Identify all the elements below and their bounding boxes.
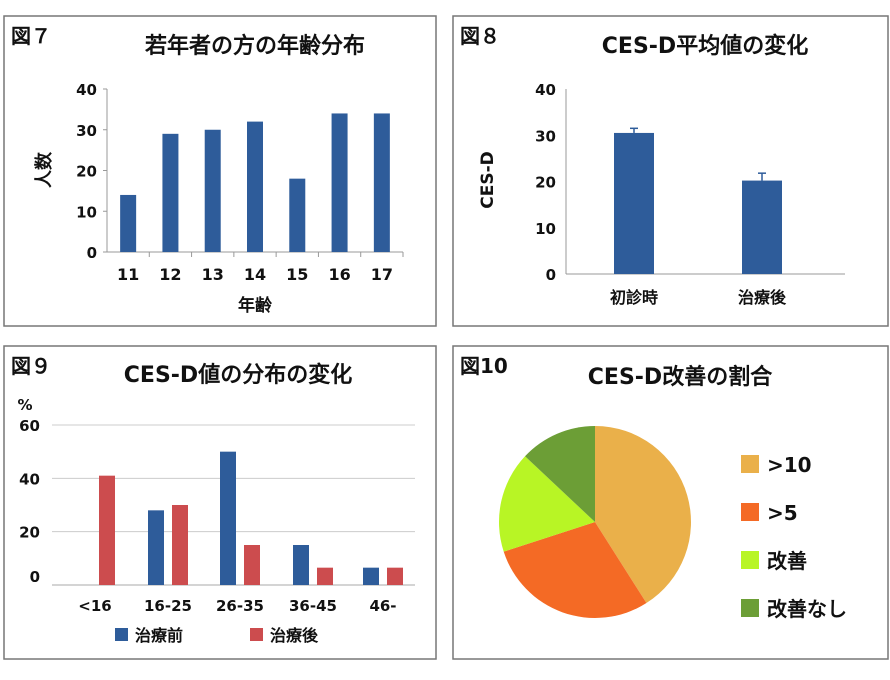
chart-panel-1: 図７ 若年者の方の年齢分布 0 10 20 30 40 11 12 13 14 15 16 17 年齢 人数 <box>3 15 437 327</box>
y-tick-label: 40 <box>535 81 556 99</box>
x-tick-label: 26-35 <box>216 597 264 615</box>
legend-label: 治療後 <box>270 626 319 645</box>
legend-swatch <box>741 551 759 569</box>
x-tick-label: 11 <box>117 265 139 284</box>
bar <box>247 121 263 252</box>
y-tick-label: 40 <box>19 470 40 488</box>
y-tick-label: 0 <box>30 568 40 586</box>
bar <box>742 180 782 274</box>
y-tick-label: 20 <box>76 163 97 181</box>
bar <box>331 113 348 252</box>
bar-after <box>172 505 188 585</box>
y-axis-label: % <box>17 396 32 414</box>
bar <box>204 129 221 252</box>
bar-before <box>148 510 164 585</box>
x-tick-label: 17 <box>371 265 393 284</box>
legend-swatch <box>115 628 128 641</box>
x-tick-label: 12 <box>159 265 181 284</box>
x-tick-label: 16 <box>328 265 350 284</box>
pie-slice <box>499 456 595 552</box>
bar-after <box>387 567 403 585</box>
legend-swatch <box>741 599 759 617</box>
bar-before <box>220 451 236 585</box>
figure-label: 図８ <box>460 24 500 48</box>
legend-swatch <box>741 455 759 473</box>
y-tick-label: 20 <box>535 174 556 192</box>
x-tick-label: 15 <box>286 265 308 284</box>
y-tick-label: 30 <box>76 122 97 140</box>
x-tick-label: 13 <box>202 265 224 284</box>
y-tick-label: 20 <box>19 524 40 542</box>
legend-label: 治療前 <box>135 626 183 645</box>
x-tick-label: 14 <box>244 265 266 284</box>
x-tick-label: <16 <box>78 597 111 615</box>
legend-label: >10 <box>767 453 812 477</box>
chart-title: CES-D値の分布の変化 <box>124 362 352 388</box>
y-tick-label: 30 <box>535 127 556 145</box>
x-tick-label: 初診時 <box>610 288 658 307</box>
figure-label: 図９ <box>11 354 51 378</box>
chart-title: CES-D平均値の変化 <box>602 33 808 59</box>
pie-slice <box>503 522 647 618</box>
bar <box>373 113 390 252</box>
figure-label: 図10 <box>460 354 508 378</box>
x-axis-label: 年齢 <box>238 295 273 316</box>
y-tick-label: 10 <box>535 220 556 238</box>
bar <box>120 194 137 252</box>
bar-after <box>99 475 115 585</box>
x-tick-label: 16-25 <box>144 597 192 615</box>
x-tick-label: 治療後 <box>738 288 787 307</box>
y-axis-label: 人数 <box>33 151 55 188</box>
chart-title: CES-D改善の割合 <box>588 364 773 390</box>
bar-after <box>317 567 333 585</box>
panel-border <box>452 15 889 327</box>
chart-panel-2: 図８ CES-D平均値の変化 0 10 20 30 40 初診時 治療後 CES-D <box>452 15 889 327</box>
bar-before <box>363 567 379 585</box>
x-tick-label: 36-45 <box>289 597 337 615</box>
y-tick-label: 40 <box>76 81 97 99</box>
y-tick-label: 10 <box>76 203 97 221</box>
bar-before <box>293 545 309 585</box>
chart-title: 若年者の方の年齢分布 <box>145 33 365 59</box>
y-axis-label: CES-D <box>478 151 498 209</box>
legend-label: 改善 <box>767 549 807 573</box>
figure-label: 図７ <box>11 24 51 48</box>
bar <box>614 132 654 274</box>
bar <box>162 133 179 252</box>
x-tick-label: 46- <box>369 597 396 615</box>
legend-swatch <box>250 628 263 641</box>
pie-slice <box>595 426 691 604</box>
legend-label: 改善なし <box>767 597 847 621</box>
y-tick-label: 0 <box>87 244 97 262</box>
bar-after <box>244 545 260 585</box>
legend-swatch <box>741 503 759 521</box>
chart-panel-3: 図９ CES-D値の分布の変化% 0 20 40 60 <16 16-25 26-35 36-45… <box>3 345 437 660</box>
bar <box>289 178 306 252</box>
y-tick-label: 60 <box>19 417 40 435</box>
y-tick-label: 0 <box>546 266 556 284</box>
legend-label: >5 <box>767 501 798 525</box>
pie-slice <box>525 426 595 522</box>
